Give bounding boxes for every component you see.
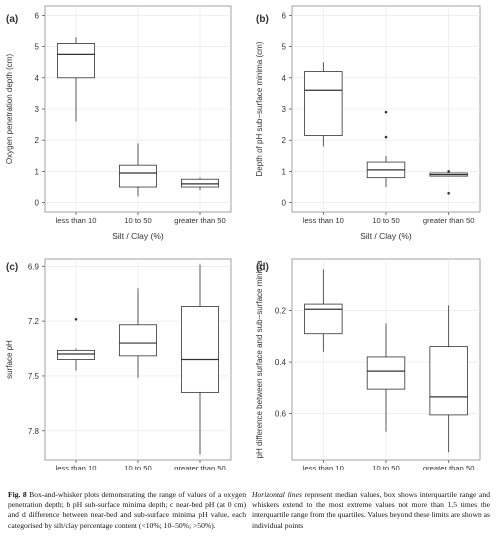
x-tick-label: greater than 50 [423,464,475,470]
panel-label: (b) [256,14,269,25]
caption-right-text: represent median values, box shows inter… [252,490,490,530]
box-iqr [304,71,343,136]
y-tick-label: 0.6 [275,410,287,419]
y-tick-label: 1 [282,167,287,176]
x-tick-label: less than 10 [56,464,97,470]
x-tick-label: greater than 50 [174,216,226,225]
panel-label: (a) [6,14,18,25]
box-iqr [119,324,158,357]
figure-label: Fig. 8 [8,490,27,499]
x-tick-label: 10 to 50 [372,464,399,470]
x-tick-label: greater than 50 [423,216,475,225]
panel-label: (d) [256,262,269,273]
outlier-point [447,170,450,173]
y-tick-label: 7.2 [28,317,40,326]
panel-3: 6.9 7.2 7.5 7.8 less than 10 10 to 50 greater … [5,258,232,470]
y-tick-label: 5 [282,43,287,52]
caption-left-text: Box-and-whisker plots demonstrating the … [8,490,246,530]
x-tick-label: 10 to 50 [124,216,151,225]
outlier-point [384,135,388,139]
y-tick-label: 2 [35,136,40,145]
y-tick-label: 7.5 [28,372,40,381]
y-tick-label: 0.4 [275,358,287,367]
y-tick-label: 5 [35,43,40,52]
y-tick-label: 6 [35,11,40,20]
box-iqr [366,356,406,390]
box-iqr [304,303,343,335]
y-tick-label: 1 [35,167,40,176]
x-tick-label: greater than 50 [174,464,226,470]
y-tick-label: 4 [282,74,287,83]
y-tick-label: 2 [282,136,287,145]
box-iqr [119,164,158,188]
x-axis-title: Silt / Clay (%) [112,231,164,241]
panel-label: (c) [6,262,18,273]
y-tick-label: 0 [282,199,287,208]
y-tick-label: 3 [35,105,40,114]
x-axis-title: Silt / Clay (%) [360,231,412,241]
x-tick-label: 10 to 50 [372,216,399,225]
y-tick-label: 0 [35,199,40,208]
box-iqr [180,306,219,393]
x-tick-label: less than 10 [303,216,344,225]
y-axis-title: Depth of pH sub−surface minima (cm) [255,41,264,176]
figure-caption-left: Fig. 8 Box-and-whisker plots demonstrati… [8,490,246,531]
x-tick-label: less than 10 [56,216,97,225]
figure-caption-right: Horizontal lines represent median values… [252,490,490,531]
x-tick-label: 10 to 50 [124,464,151,470]
box-iqr [429,346,468,416]
caption-italic-phrase: Horizontal lines [252,490,302,499]
panel-2: 0 1 2 3 4 5 6 less than 10 10 to 50 greater than … [255,5,481,241]
y-axis-title: surface pH [5,340,14,379]
y-tick-label: 7.8 [28,427,40,436]
y-tick-label: 0.2 [275,307,287,316]
y-axis-title: pH difference between surface and sub−su… [255,260,264,459]
panel-4: 0.2 0.4 0.6 less than 10 10 to 50 greater tha… [255,258,481,470]
box-iqr [57,43,96,79]
y-tick-label: 3 [282,105,287,114]
box-iqr [57,349,96,360]
panel-1: 0 1 2 3 4 5 6 less than 10 10 to 50 greater than … [5,5,232,241]
y-tick-label: 6 [282,11,287,20]
outlier-point [447,191,450,195]
outlier-point [74,318,78,321]
x-tick-label: less than 10 [303,464,344,470]
y-tick-label: 6.9 [28,262,40,271]
outlier-point [384,110,388,114]
box-iqr [180,178,219,188]
y-axis-title: Oxygen penetration depth (cm) [5,54,14,165]
y-tick-label: 4 [35,74,40,83]
figure-panels: 0 1 2 3 4 5 6 less than 10 10 to 50 greater than … [5,5,481,470]
